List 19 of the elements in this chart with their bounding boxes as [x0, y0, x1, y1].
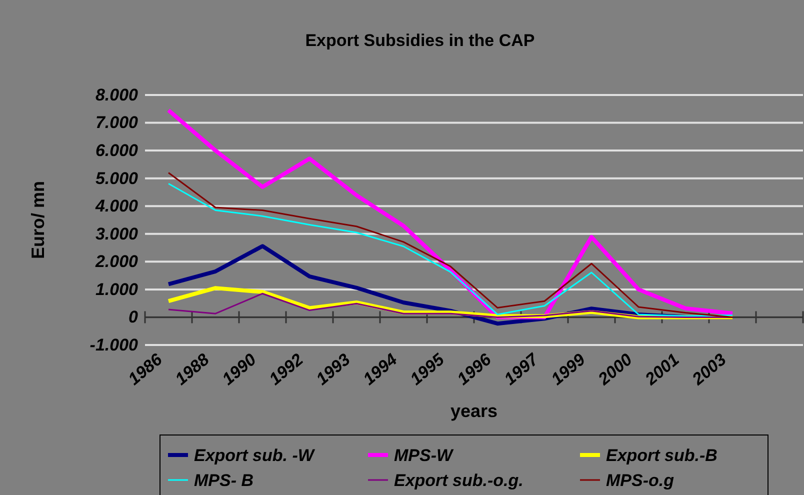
- y-tick-label: 7.000: [95, 113, 139, 132]
- y-tick-label: 2.000: [94, 252, 139, 272]
- legend-label: Export sub.-B: [606, 446, 718, 465]
- y-tick-label: 4.000: [94, 196, 139, 216]
- y-tick-label: -1.000: [90, 335, 139, 354]
- y-tick-label: 0: [128, 308, 139, 327]
- y-tick-label: 5.000: [95, 168, 139, 188]
- y-tick-label: 1.000: [95, 280, 139, 299]
- legend-label: MPS-W: [394, 446, 454, 465]
- x-axis-title: years: [450, 401, 498, 421]
- legend-label: Export sub.-o.g.: [394, 471, 524, 490]
- chart-title: Export Subsidies in the CAP: [305, 31, 535, 50]
- legend-label: MPS-o.g: [606, 471, 675, 490]
- y-tick-label: 6.000: [95, 140, 139, 160]
- y-tick-label: 3.000: [95, 224, 139, 244]
- legend-label: Export sub. -W: [194, 446, 316, 465]
- y-tick-label: 8.000: [95, 85, 139, 104]
- y-axis-title: Euro/ mn: [28, 180, 48, 260]
- legend-label: MPS- B: [194, 471, 254, 490]
